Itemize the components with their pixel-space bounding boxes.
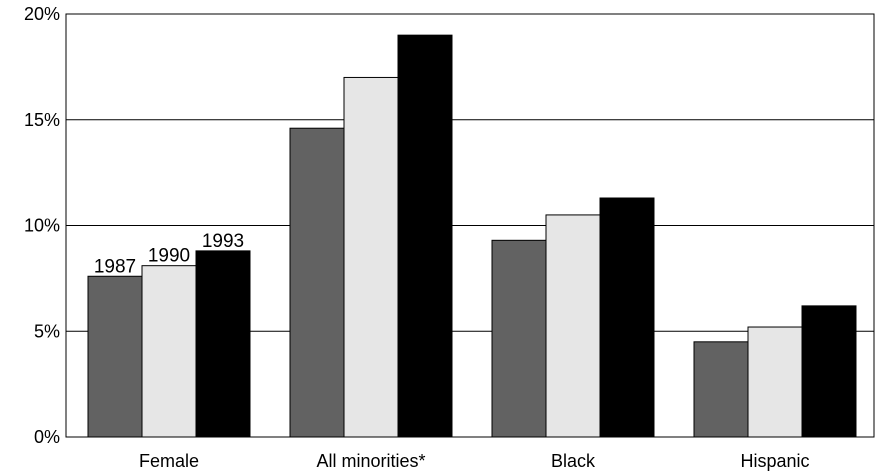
bar-1990-0 — [141, 265, 197, 438]
y-tick-label: 5% — [34, 321, 60, 341]
bar-1993-0 — [195, 250, 251, 438]
series-label-1990: 1990 — [148, 246, 190, 267]
bar-1987-3 — [693, 341, 749, 438]
bar-1990-1 — [343, 76, 399, 438]
bar-1990-3 — [747, 326, 803, 438]
y-tick-label: 0% — [34, 427, 60, 447]
bar-1993-3 — [801, 305, 857, 438]
x-category-label: Female — [139, 451, 199, 471]
bar-1987-0 — [87, 275, 143, 438]
series-label-1987: 1987 — [94, 256, 136, 277]
series-label-1993: 1993 — [202, 231, 244, 252]
plot-frame — [65, 13, 875, 438]
y-tick-label: 20% — [24, 4, 60, 24]
bar-1987-1 — [289, 127, 345, 438]
bar-1990-2 — [545, 214, 601, 438]
x-category-label: Hispanic — [740, 451, 809, 471]
bar-1987-2 — [491, 239, 547, 438]
bar-1993-1 — [397, 34, 453, 438]
y-tick-label: 15% — [24, 110, 60, 130]
bars — [87, 34, 857, 438]
bar-1993-2 — [599, 197, 655, 438]
y-axis-tick-labels: 0% 5% 10% 15% 20% — [24, 4, 60, 447]
x-axis-category-labels: Female All minorities* Black Hispanic — [139, 451, 810, 471]
y-tick-label: 10% — [24, 216, 60, 236]
x-category-label: All minorities* — [316, 451, 425, 471]
data-labels: 1987 1990 1993 — [94, 231, 244, 277]
x-category-label: Black — [551, 451, 596, 471]
